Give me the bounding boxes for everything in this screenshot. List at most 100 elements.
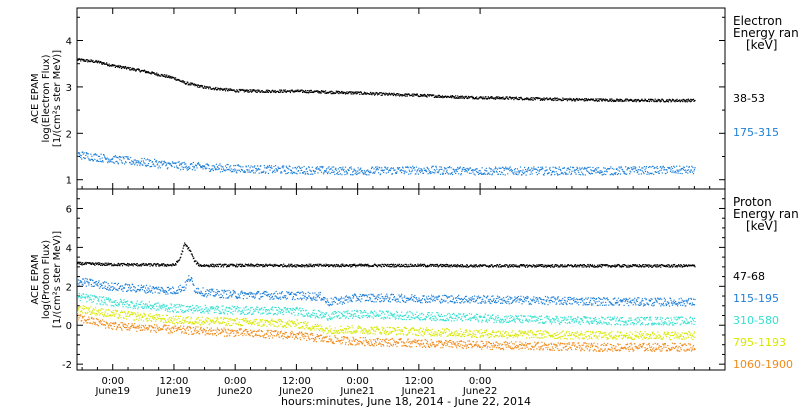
data-point (405, 263, 407, 266)
data-point (643, 100, 646, 102)
data-point (649, 99, 651, 101)
data-point (619, 173, 622, 175)
data-point (106, 288, 108, 290)
data-point (641, 298, 643, 300)
data-point (284, 89, 286, 91)
data-point (594, 301, 596, 303)
data-point (394, 266, 396, 268)
legend-title-line: Electron (733, 14, 782, 28)
data-point (345, 170, 347, 172)
data-point (467, 301, 469, 303)
data-point (654, 265, 656, 267)
data-point (127, 66, 129, 68)
data-point (682, 101, 684, 103)
data-point (78, 263, 80, 265)
data-point (318, 265, 320, 267)
data-point (466, 171, 468, 173)
data-point (365, 173, 367, 175)
data-point (229, 170, 231, 172)
data-point (572, 99, 574, 101)
data-point (235, 265, 237, 267)
data-point (591, 265, 593, 268)
data-point (671, 100, 673, 102)
data-point (305, 89, 307, 92)
data-point (243, 170, 245, 172)
data-point (591, 98, 593, 100)
data-point (186, 169, 188, 171)
data-point (612, 99, 614, 102)
data-point (509, 264, 511, 266)
data-point (146, 164, 148, 166)
data-point (360, 170, 362, 172)
data-point (366, 265, 368, 267)
data-point (438, 265, 440, 268)
data-point (667, 101, 670, 103)
data-point (227, 265, 229, 268)
data-point (610, 166, 612, 168)
data-point (272, 293, 275, 295)
data-point (219, 296, 222, 299)
series-38-53 (77, 57, 696, 103)
data-point (687, 99, 689, 101)
data-point (671, 171, 673, 173)
data-point (122, 290, 124, 292)
data-point (543, 99, 546, 101)
data-point (630, 171, 632, 173)
data-point (595, 298, 598, 300)
data-point (177, 289, 179, 291)
data-point (476, 299, 478, 301)
data-point (574, 264, 576, 266)
data-point (648, 98, 650, 100)
data-point (524, 99, 526, 101)
data-point (392, 294, 394, 296)
data-point (135, 160, 137, 162)
data-point (460, 174, 462, 176)
data-point (102, 160, 104, 162)
data-point (299, 167, 301, 169)
data-point (401, 169, 403, 172)
data-point (596, 167, 598, 169)
data-point (311, 166, 313, 168)
data-point (420, 264, 423, 267)
data-point (655, 171, 657, 173)
data-point (140, 70, 142, 72)
data-point (502, 96, 504, 98)
data-point (302, 172, 304, 174)
data-point (341, 92, 343, 94)
data-point (134, 159, 136, 161)
data-point (318, 91, 321, 93)
data-point (401, 297, 403, 299)
data-point (523, 172, 525, 174)
data-point (555, 167, 557, 169)
data-point (330, 303, 332, 306)
data-point (542, 168, 544, 170)
data-point (498, 167, 500, 169)
data-point (222, 166, 224, 168)
data-point (292, 297, 294, 299)
data-point (660, 169, 662, 171)
data-point (291, 89, 293, 91)
data-point (589, 263, 591, 266)
data-point (86, 59, 88, 61)
data-point (545, 264, 547, 266)
data-point (609, 174, 611, 176)
data-point (586, 167, 588, 169)
data-point (390, 168, 392, 170)
data-point (648, 173, 650, 175)
data-point (566, 169, 568, 171)
data-point (104, 156, 106, 158)
data-point (168, 77, 170, 79)
data-point (381, 94, 383, 96)
data-point (229, 295, 231, 297)
data-point (431, 165, 433, 167)
data-point (152, 72, 154, 74)
data-point (227, 264, 229, 266)
data-point (557, 297, 559, 299)
data-point (241, 263, 243, 265)
data-point (488, 266, 490, 268)
data-point (378, 93, 380, 95)
data-point (305, 299, 307, 301)
data-point (295, 89, 297, 91)
data-point (408, 173, 410, 175)
data-point (303, 264, 305, 266)
